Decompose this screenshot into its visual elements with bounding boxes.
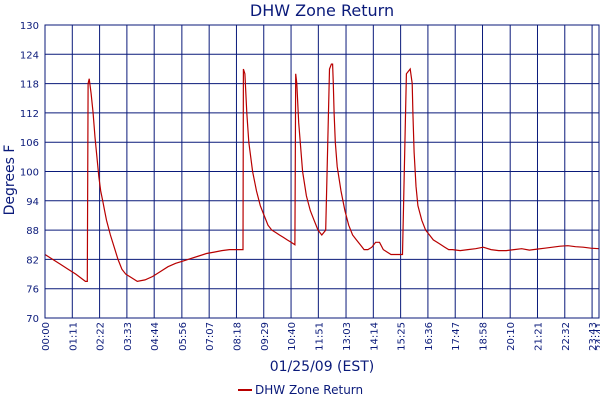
- gridlines: [44, 24, 600, 319]
- x-tick-label: 04:44: [150, 322, 161, 351]
- x-tick-label: 09:29: [260, 322, 271, 351]
- y-tick-label: 118: [20, 80, 39, 91]
- x-tick-label: 22:32: [561, 322, 572, 351]
- x-tick-label: 17:47: [451, 322, 462, 351]
- x-tick-label: 13:03: [342, 322, 353, 351]
- chart-title: DHW Zone Return: [250, 1, 394, 20]
- series-line: [44, 63, 600, 283]
- x-tick-label: 05:56: [178, 322, 189, 351]
- series-layer: [44, 63, 600, 283]
- x-tick-label: 03:33: [123, 322, 134, 351]
- y-tick-label: 112: [20, 109, 39, 120]
- x-tick-label: 20:10: [506, 322, 517, 351]
- x-tick-label: 02:22: [96, 322, 107, 351]
- x-tick-label: 08:18: [232, 322, 243, 351]
- x-tick-label: 00:00: [41, 322, 52, 351]
- y-tick-label: 100: [20, 168, 39, 179]
- y-axis-label: Degrees F: [2, 145, 18, 216]
- x-tick-label: 11:51: [314, 322, 325, 351]
- x-tick-label: 16:36: [424, 322, 435, 351]
- y-tick-label: 124: [20, 50, 39, 61]
- y-tick-label: 106: [20, 138, 39, 149]
- x-tick-label: 21:21: [533, 322, 544, 351]
- y-tick-label: 88: [26, 226, 39, 237]
- x-tick-label: 15:25: [397, 322, 408, 351]
- legend-label: DHW Zone Return: [255, 383, 363, 397]
- plot-frame: [44, 24, 600, 319]
- x-tick-label: 24:41: [595, 322, 600, 351]
- y-tick-label: 94: [26, 197, 39, 208]
- y-tick-label: 76: [26, 285, 39, 296]
- x-tick-label: 07:07: [205, 322, 216, 351]
- y-tick-label: 70: [26, 314, 39, 325]
- y-tick-label: 82: [26, 255, 39, 266]
- x-tick-label: 01:11: [68, 322, 79, 351]
- tick-labels: 70 76 82 88 94 100 106 112 118 124 130 00:00 01:11 02…: [20, 21, 600, 351]
- x-tick-label: 18:58: [479, 322, 490, 351]
- x-tick-label: 14:14: [369, 322, 380, 351]
- x-tick-label: 10:40: [287, 322, 298, 351]
- legend: DHW Zone Return: [238, 383, 363, 397]
- x-axis-label: 01/25/09 (EST): [270, 359, 375, 375]
- x-tick-label: 23:43: [588, 322, 599, 351]
- y-tick-label: 130: [20, 21, 39, 32]
